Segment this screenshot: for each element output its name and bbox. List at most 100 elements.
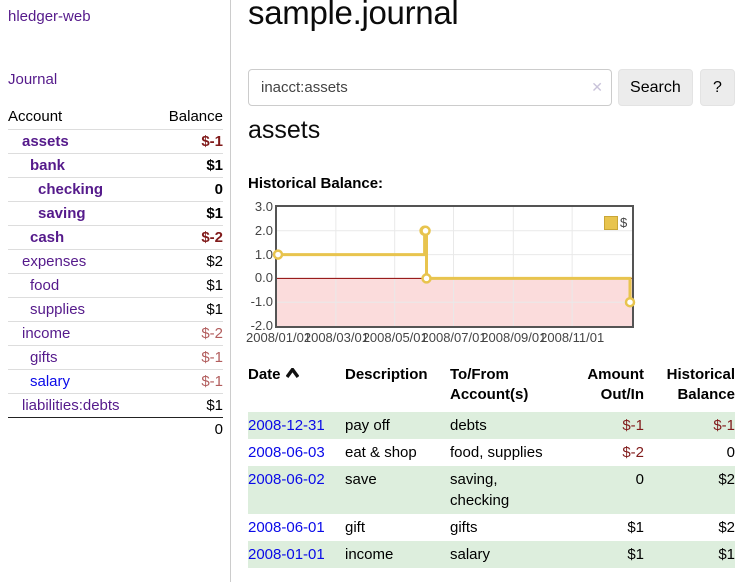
account-link-assets[interactable]: assets <box>22 133 69 150</box>
account-balance: $-1 <box>201 133 223 150</box>
chart-plot-area: $ <box>272 205 636 328</box>
transaction-date-link[interactable]: 2008-06-02 <box>248 471 325 488</box>
chart-legend: $ <box>604 215 627 230</box>
sidebar: hledger-web Journal Account Balance asse… <box>0 0 231 582</box>
x-axis-tick-label: 2008/01/01 <box>246 330 312 345</box>
x-axis-tick-label: 2008/07/01 <box>421 330 487 345</box>
account-link-salary[interactable]: salary <box>30 373 71 390</box>
account-link-expenses[interactable]: expenses <box>22 253 87 270</box>
legend-swatch-icon <box>604 215 618 230</box>
transaction-date-link[interactable]: 2008-12-31 <box>248 417 325 434</box>
transaction-description: save <box>345 471 377 488</box>
clear-search-icon[interactable]: ✕ <box>591 79 603 95</box>
historical-balance-chart: $ 2008/01/01 2008/03/01 2008/05/01 2008/07/… <box>246 199 735 346</box>
accounts-header-balance: Balance <box>168 108 223 125</box>
transaction-balance: $2 <box>718 519 735 536</box>
transaction-accounts: saving, checking <box>450 471 510 509</box>
account-balance: $-2 <box>201 229 223 246</box>
y-axis-tick-label: 1.0 <box>254 246 273 262</box>
chart-title: Historical Balance: <box>248 175 384 192</box>
account-row-cash: cash $-2 <box>8 225 223 250</box>
transaction-balance: $1 <box>718 546 735 563</box>
register-row: 2008-06-03 eat & shop food, supplies $-2… <box>248 439 735 466</box>
register-header-balance: Historical Balance <box>666 366 735 403</box>
account-link-saving[interactable]: saving <box>38 205 86 222</box>
x-axis-tick-label: 2008/03/01 <box>303 330 369 345</box>
transaction-date-link[interactable]: 2008-06-01 <box>248 519 325 536</box>
register-header-accounts: To/From Account(s) <box>450 366 529 403</box>
y-axis-tick-label: 2.0 <box>254 222 273 238</box>
account-row-gifts: gifts $-1 <box>8 345 223 370</box>
y-axis-tick-label: 0.0 <box>254 270 273 286</box>
account-row-liabilities-debts: liabilities:debts $1 <box>8 393 223 418</box>
transaction-balance: $-1 <box>713 417 735 434</box>
register-row: 2008-06-01 gift gifts $1 $2 <box>248 514 735 541</box>
transaction-accounts: food, supplies <box>450 444 543 461</box>
account-balance: $-1 <box>201 349 223 366</box>
transaction-amount: $-1 <box>622 417 644 434</box>
register-header-row: Date Description To/From Account(s) Amou… <box>248 363 735 412</box>
account-link-food[interactable]: food <box>30 277 60 294</box>
search-button[interactable]: Search <box>618 69 693 106</box>
help-button[interactable]: ? <box>699 69 735 106</box>
x-axis-tick-label: 2008/09/01 <box>481 330 547 345</box>
account-row-assets: assets $-1 <box>8 129 223 154</box>
account-balance: $1 <box>206 157 223 174</box>
account-row-income: income $-2 <box>8 321 223 346</box>
transaction-description: pay off <box>345 417 390 434</box>
transaction-amount: $1 <box>627 546 644 563</box>
account-row-supplies: supplies $1 <box>8 297 223 322</box>
account-balance: $1 <box>206 205 223 222</box>
accounts-table: Account Balance assets $-1 bank $1 check… <box>8 105 223 441</box>
account-heading: assets <box>248 116 321 144</box>
account-link-bank[interactable]: bank <box>30 157 66 174</box>
account-balance: $2 <box>206 253 223 270</box>
transaction-accounts: gifts <box>450 519 478 536</box>
register-header-description: Description <box>345 366 428 383</box>
transaction-description: gift <box>345 519 366 536</box>
accounts-header-account: Account <box>8 108 63 125</box>
transaction-accounts: salary <box>450 546 491 563</box>
legend-label: $ <box>620 215 628 230</box>
account-link-gifts[interactable]: gifts <box>30 349 58 366</box>
sidebar-item-journal[interactable]: Journal <box>8 71 58 88</box>
transaction-description: eat & shop <box>345 444 417 461</box>
account-balance: $1 <box>206 277 223 294</box>
account-link-liabilities-debts[interactable]: liabilities:debts <box>22 397 120 414</box>
transaction-accounts: debts <box>450 417 487 434</box>
transaction-amount: 0 <box>635 471 644 488</box>
x-axis-tick-label: 2008/11/01 <box>540 330 605 345</box>
transaction-date-link[interactable]: 2008-06-03 <box>248 444 325 461</box>
account-balance: 0 <box>214 181 223 198</box>
account-row-bank: bank $1 <box>8 153 223 178</box>
register-row: 2008-12-31 pay off debts $-1 $-1 <box>248 412 735 439</box>
y-axis-tick-label: -1.0 <box>250 294 273 310</box>
accounts-total-value: 0 <box>214 421 223 438</box>
register-row: 2008-06-02 save saving, checking 0 $2 <box>248 466 735 514</box>
account-balance: $-2 <box>201 325 223 342</box>
search-input[interactable] <box>248 69 612 106</box>
account-row-salary: salary $-1 <box>8 369 223 394</box>
transaction-balance: 0 <box>726 444 735 461</box>
account-link-income[interactable]: income <box>22 325 71 342</box>
transaction-description: income <box>345 546 394 563</box>
brand-link[interactable]: hledger-web <box>8 8 91 25</box>
transaction-date-link[interactable]: 2008-01-01 <box>248 546 325 563</box>
account-balance: $1 <box>206 397 223 414</box>
accounts-header-row: Account Balance <box>8 105 223 130</box>
account-row-food: food $1 <box>8 273 223 298</box>
search-form: ✕ Search ? <box>248 69 735 106</box>
account-row-expenses: expenses $2 <box>8 249 223 274</box>
account-link-cash[interactable]: cash <box>30 229 65 246</box>
y-axis-tick-label: 3.0 <box>254 199 273 214</box>
account-row-checking: checking 0 <box>8 177 223 202</box>
account-link-checking[interactable]: checking <box>38 181 104 198</box>
sort-ascending-icon <box>285 368 299 378</box>
account-row-saving: saving $1 <box>8 201 223 226</box>
account-balance: $1 <box>206 301 223 318</box>
account-link-supplies[interactable]: supplies <box>30 301 86 318</box>
account-balance: $-1 <box>201 373 223 390</box>
accounts-total-row: 0 <box>8 417 223 442</box>
register-header-date[interactable]: Date <box>248 363 345 412</box>
transaction-balance: $2 <box>718 471 735 488</box>
